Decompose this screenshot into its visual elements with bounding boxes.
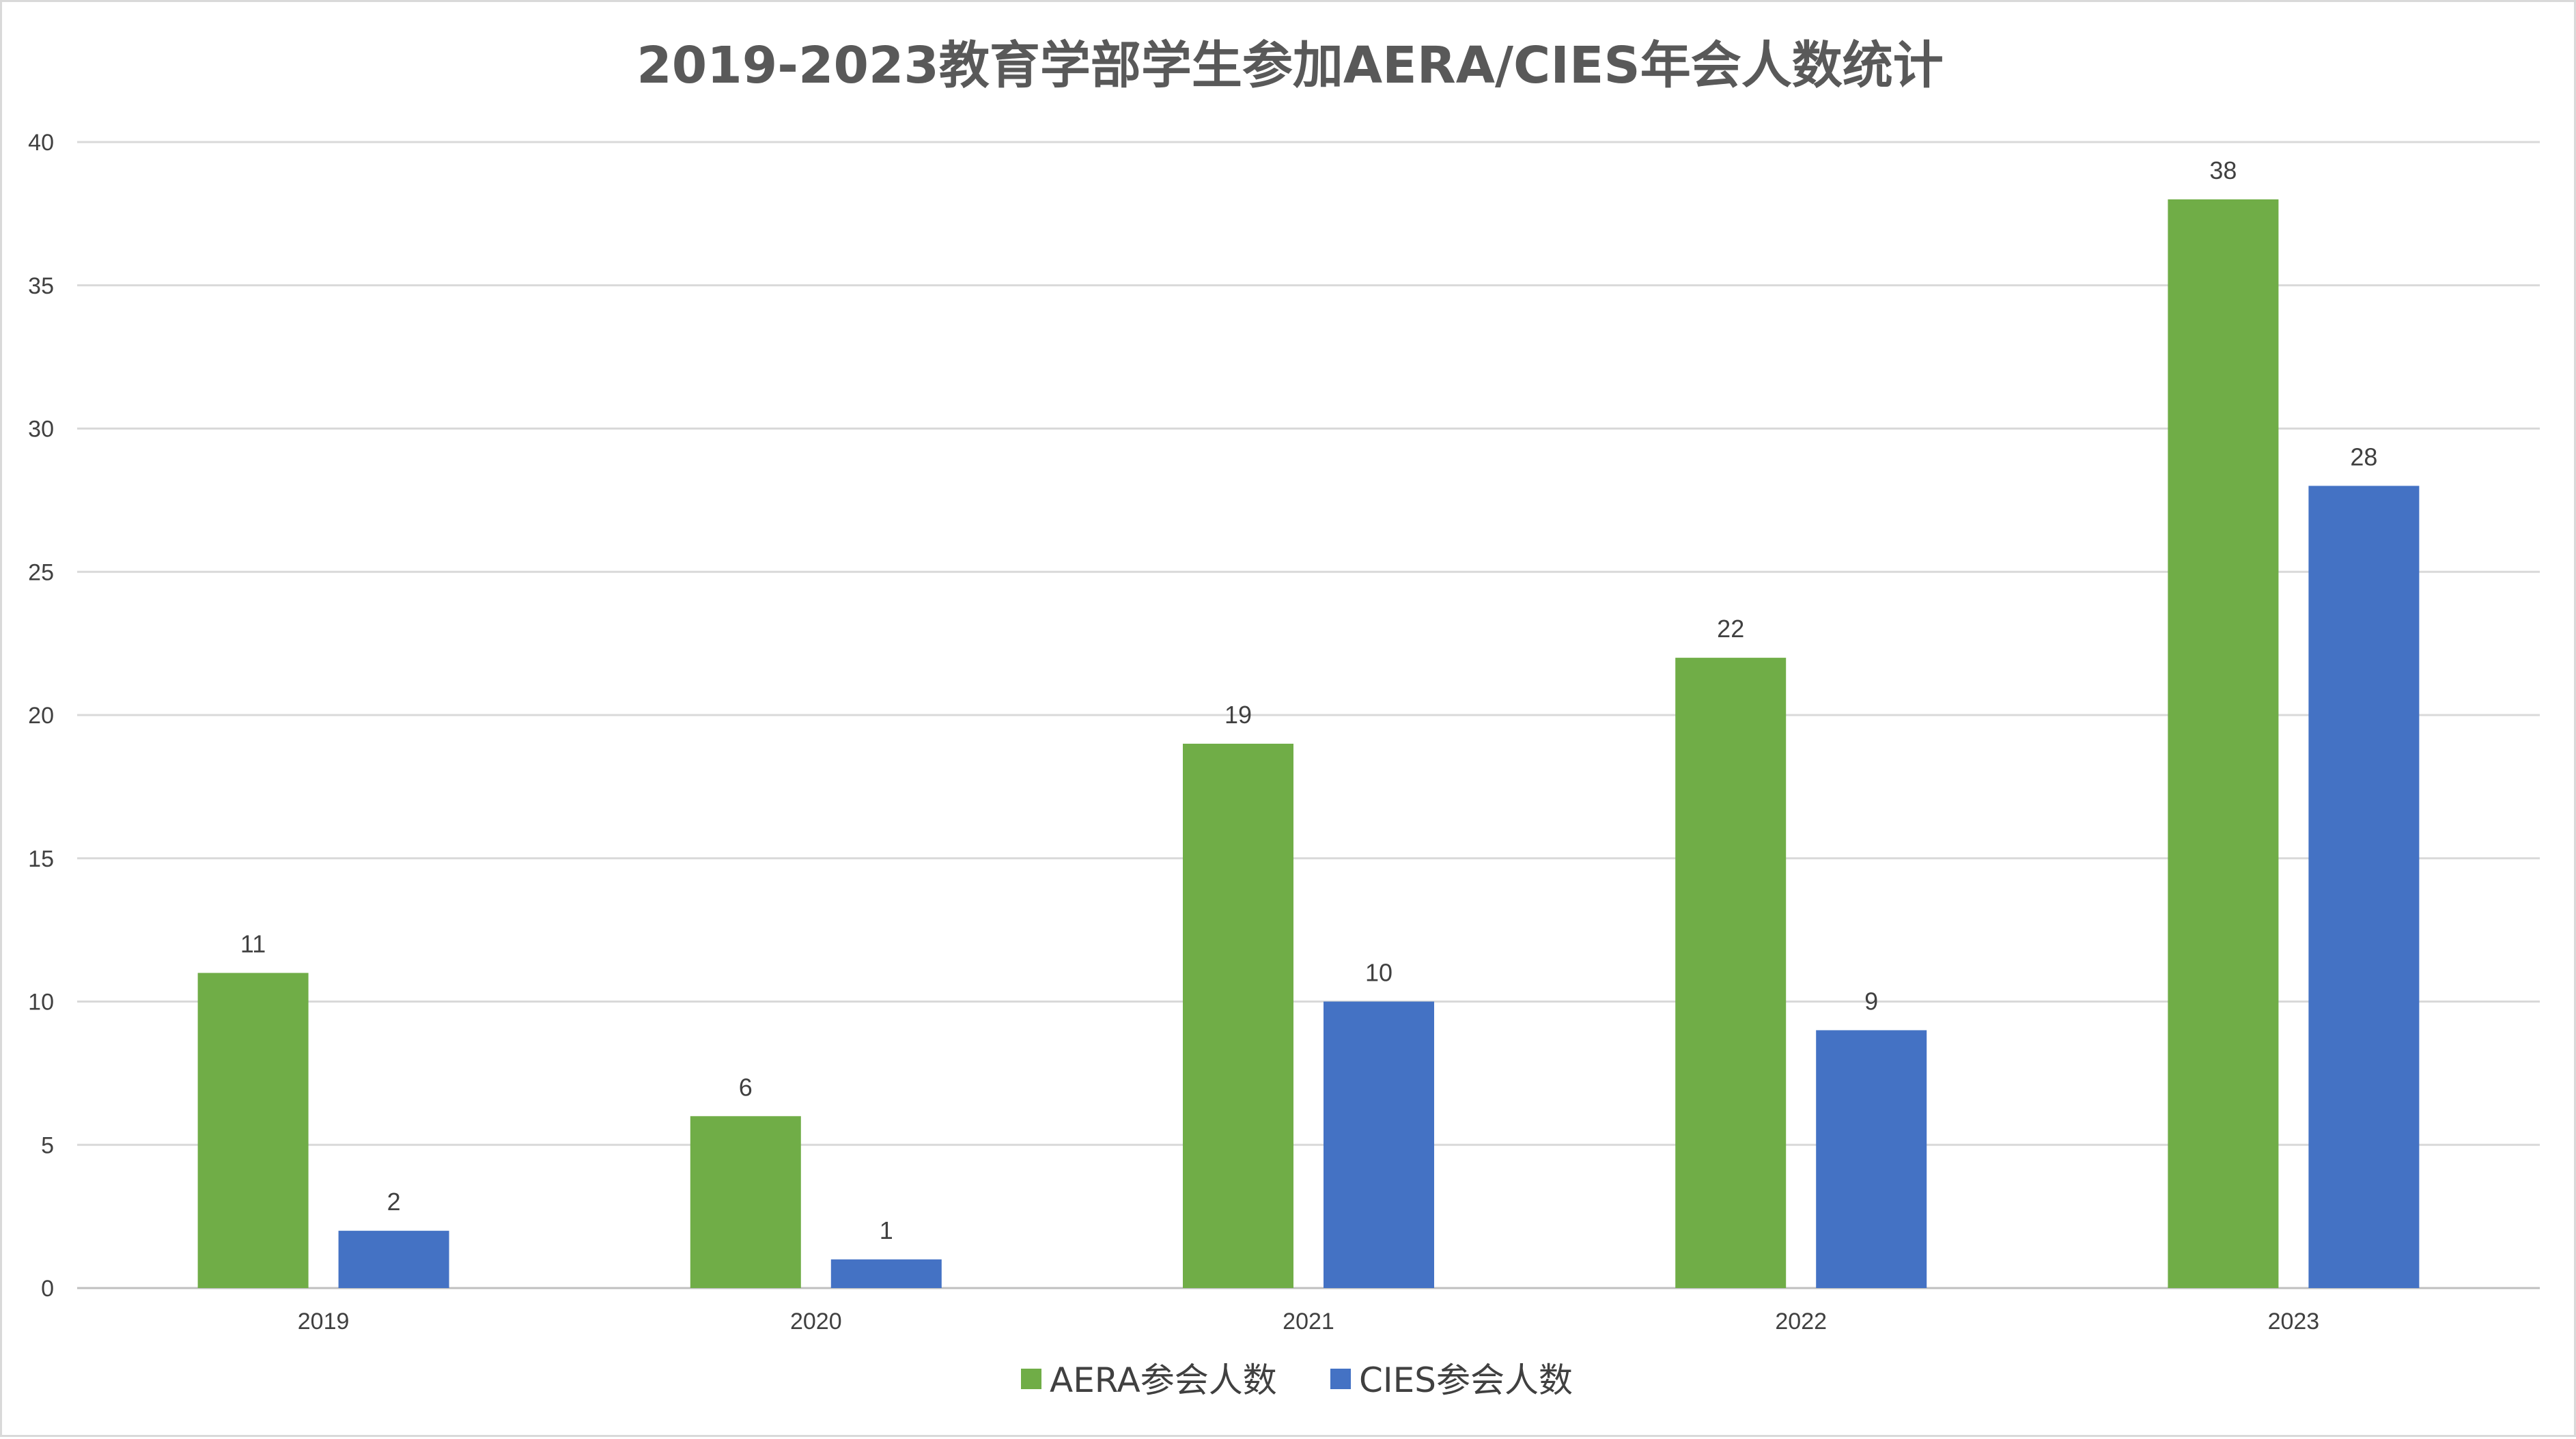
x-tick-label: 2023	[2268, 1309, 2320, 1335]
bar-aera-2020	[690, 1116, 801, 1288]
x-tick-label: 2020	[790, 1309, 842, 1335]
y-tick-label: 25	[28, 559, 54, 585]
bar-aera-2021	[1183, 743, 1293, 1288]
gridlines	[77, 141, 2540, 1289]
y-tick-label: 30	[28, 417, 54, 443]
y-tick-label: 0	[41, 1276, 54, 1302]
data-label: 38	[2209, 156, 2237, 184]
bar-cies-2023	[2308, 486, 2420, 1288]
data-label: 6	[739, 1073, 753, 1101]
bar-cies-2019	[338, 1231, 449, 1288]
data-labels: 11 2 6 1 19 10 22 9 38 28	[240, 156, 2378, 1244]
legend-swatch	[1330, 1369, 1351, 1389]
bar-aera-2019	[197, 973, 309, 1288]
y-tick-label: 20	[28, 703, 54, 729]
data-label: 2	[387, 1188, 401, 1216]
chart-title: 2019-2023教育学部学生参加AERA/CIES年会人数统计	[636, 36, 1943, 95]
legend-label: CIES参会人数	[1359, 1360, 1573, 1400]
bar-aera-2022	[1675, 658, 1787, 1288]
x-axis: 2019 2020 2021 2022 2023	[298, 1309, 2319, 1335]
y-tick-label: 5	[41, 1132, 54, 1158]
y-axis: 0 5 10 15 20 25 30 35 40	[28, 130, 54, 1302]
x-tick-label: 2019	[298, 1309, 350, 1335]
data-label: 9	[1864, 987, 1878, 1015]
y-tick-label: 15	[28, 846, 54, 872]
data-label: 19	[1224, 701, 1252, 729]
data-label: 28	[2350, 443, 2377, 471]
data-label: 22	[1717, 615, 1744, 643]
y-tick-label: 10	[28, 990, 54, 1016]
x-tick-label: 2021	[1283, 1309, 1334, 1335]
data-label: 10	[1365, 959, 1392, 987]
bar-aera-2023	[2168, 199, 2279, 1288]
y-tick-label: 35	[28, 273, 54, 299]
bars	[197, 199, 2420, 1288]
x-tick-label: 2022	[1775, 1309, 1827, 1335]
bar-cies-2020	[830, 1259, 942, 1288]
data-label: 11	[240, 930, 266, 958]
legend: AERA参会人数 CIES参会人数	[1021, 1360, 1573, 1400]
data-label: 1	[880, 1216, 893, 1244]
legend-label: AERA参会人数	[1050, 1360, 1277, 1400]
bar-cies-2022	[1816, 1030, 1927, 1288]
y-tick-label: 40	[28, 130, 54, 156]
legend-swatch	[1021, 1369, 1041, 1389]
bar-cies-2021	[1324, 1001, 1434, 1288]
